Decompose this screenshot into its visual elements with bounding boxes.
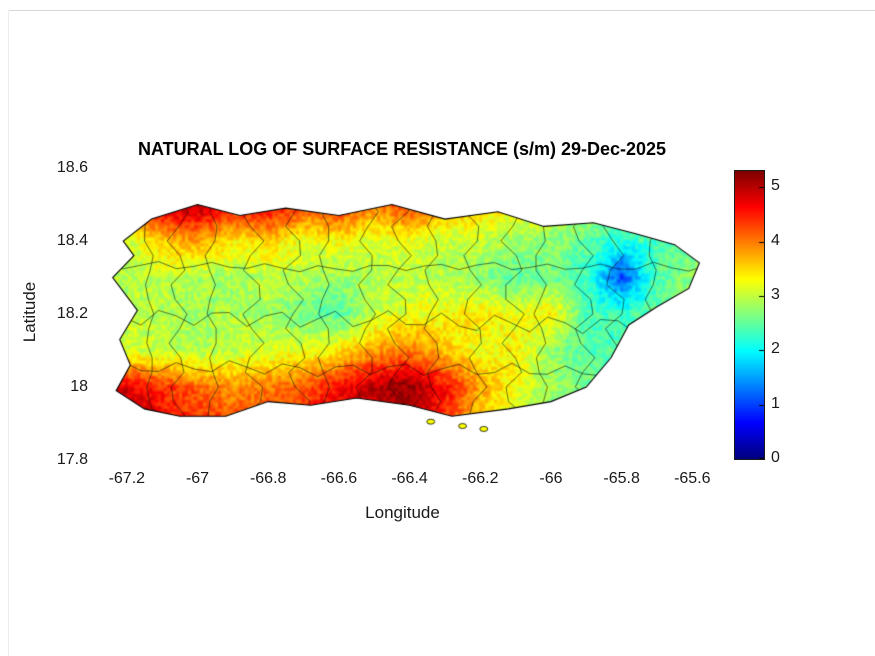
x-tick-label: -65.6 [674, 470, 711, 487]
chart-title: NATURAL LOG OF SURFACE RESISTANCE (s/m) … [137, 139, 667, 159]
x-axis-label: Longitude [365, 503, 440, 522]
colorbar-tick-label: 2 [771, 340, 780, 358]
colorbar-tick-label: 5 [771, 177, 780, 195]
x-tick-label: -66.8 [249, 470, 287, 487]
colorbar-tick-label: 1 [771, 394, 780, 412]
x-tick-label: -66 [539, 470, 563, 487]
x-tick-label: -67 [185, 470, 210, 487]
x-tick-label: -66.6 [320, 470, 358, 487]
colorbar-tick-label: 3 [771, 285, 780, 303]
y-tick-label: 18.2 [56, 305, 88, 322]
colorbar-tick-label: 4 [771, 231, 780, 249]
x-tick-label: -66.2 [462, 470, 499, 487]
window-edge-left [8, 10, 9, 656]
heatmap-canvas [95, 168, 710, 460]
y-tick-label: 18.4 [56, 232, 88, 249]
colorbar-tick-label: 0 [771, 449, 780, 466]
x-tick-label: -67.2 [108, 470, 146, 487]
y-tick-label: 17.8 [56, 451, 88, 468]
y-tick-label: 18 [70, 378, 88, 395]
y-tick-label: 18.6 [56, 159, 88, 176]
window-edge-top [8, 10, 875, 11]
colorbar [734, 170, 765, 460]
y-axis-label: Latitude [20, 281, 39, 343]
x-tick-label: -65.8 [603, 470, 640, 487]
x-tick-label: -66.4 [391, 470, 428, 487]
